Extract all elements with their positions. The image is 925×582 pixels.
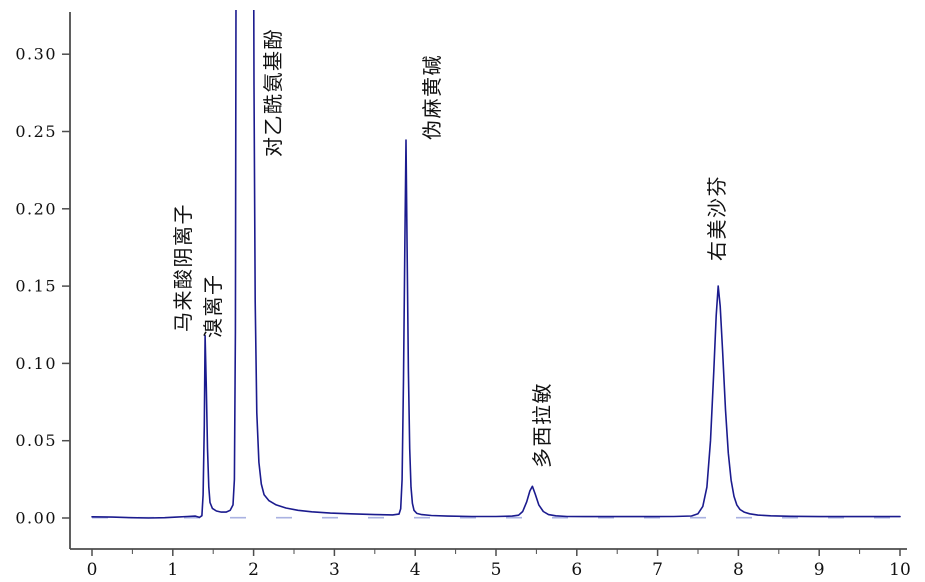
x-tick-label: 7: [652, 560, 663, 580]
peak-label-maleate-anion: 马来酸阴离子: [171, 203, 195, 332]
x-tick-label: 3: [329, 560, 340, 580]
x-tick-label: 1: [167, 560, 178, 580]
x-tick-label: 6: [571, 560, 582, 580]
chromatogram-trace: [91, 10, 901, 519]
y-tick-label: 0.20: [15, 199, 57, 218]
x-tick-label: 0: [87, 560, 98, 580]
y-tick-label: 0.30: [15, 45, 57, 64]
x-tick-label: 4: [410, 560, 421, 580]
y-tick-label: 0.10: [15, 354, 57, 373]
x-tick-label: 8: [733, 560, 744, 580]
peak-label-paracetamol: 对乙酰氨基酚: [261, 28, 285, 157]
x-tick-label: 2: [248, 560, 259, 580]
peak-label-bromide-ion: 溴离子: [201, 274, 225, 339]
y-tick-label: 0.05: [15, 431, 57, 450]
x-tick-label: 10: [889, 560, 911, 580]
y-tick-label: 0.15: [15, 277, 57, 296]
peak-label-doxylamine: 多西拉敏: [530, 382, 554, 468]
x-tick-label: 5: [491, 560, 502, 580]
x-tick-label: 9: [814, 560, 825, 580]
y-tick-label: 0.00: [15, 509, 57, 528]
y-tick-label: 0.25: [15, 122, 57, 141]
peak-label-pseudoephedrine: 伪麻黄碱: [420, 54, 444, 140]
peak-label-dextromethorphan: 右美沙芬: [705, 175, 729, 261]
